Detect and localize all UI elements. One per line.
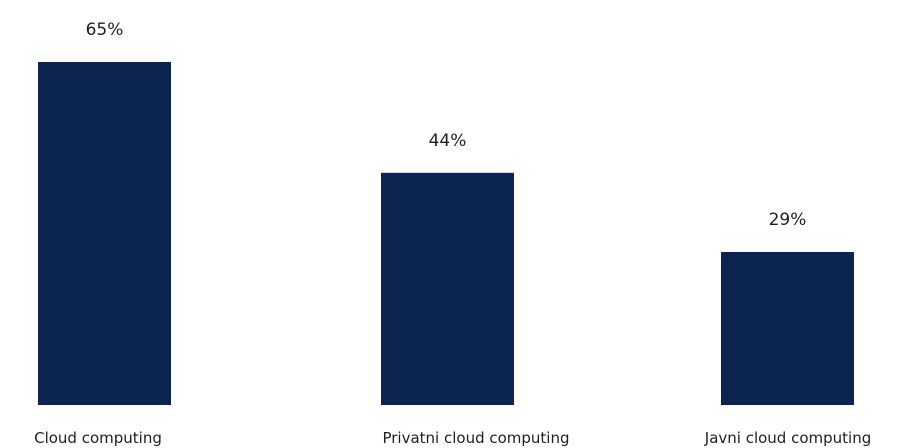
category-label-2: Privatni cloud computing bbox=[382, 429, 569, 447]
value-labels-group: 65% 44% 29% bbox=[86, 20, 807, 230]
bar-3 bbox=[721, 251, 854, 405]
value-label-2: 44% bbox=[429, 131, 467, 151]
category-label-3: Javni cloud computing bbox=[704, 429, 871, 447]
category-labels-group: Cloud computing Privatni cloud computing J… bbox=[34, 429, 871, 447]
category-label-1: Cloud computing bbox=[34, 429, 162, 447]
bar-1 bbox=[38, 62, 171, 405]
bars-group bbox=[38, 62, 854, 405]
value-label-1: 65% bbox=[86, 20, 124, 40]
value-label-3: 29% bbox=[769, 210, 807, 230]
bar-2 bbox=[381, 172, 514, 405]
